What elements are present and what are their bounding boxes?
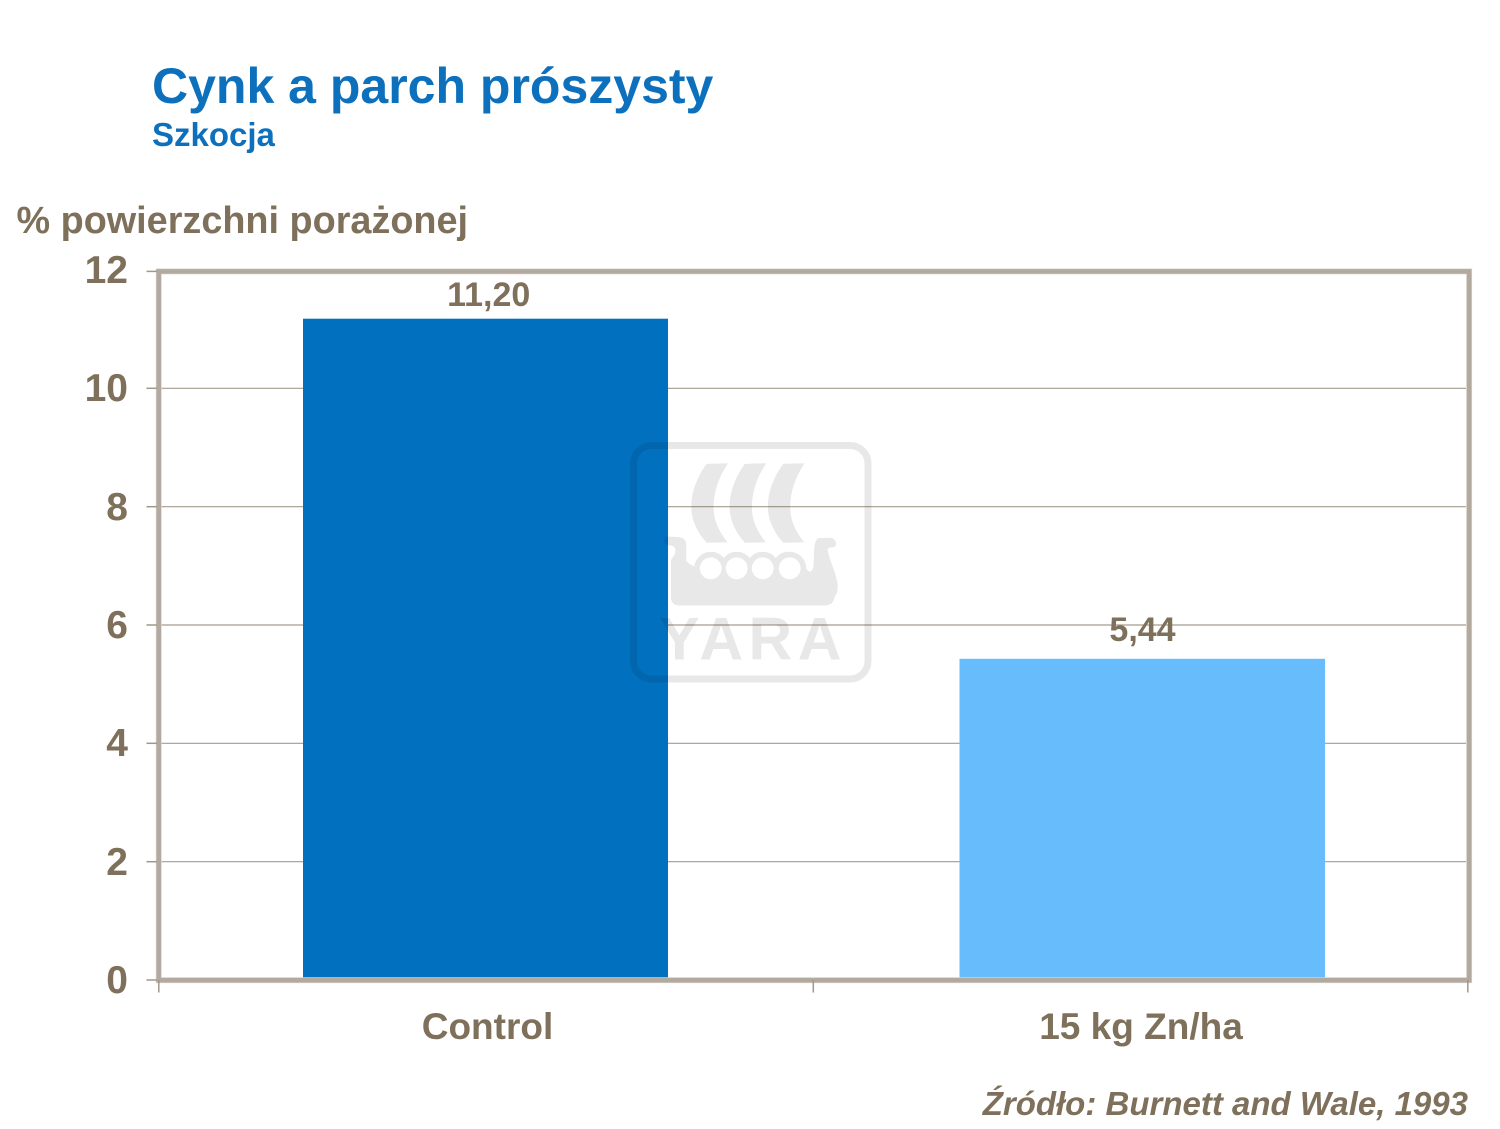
svg-text:YARA: YARA: [659, 604, 847, 672]
